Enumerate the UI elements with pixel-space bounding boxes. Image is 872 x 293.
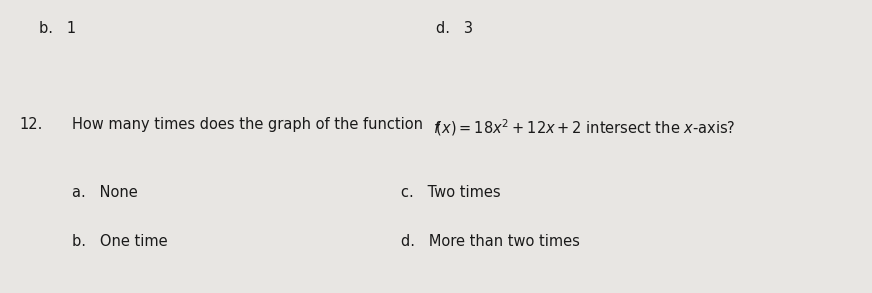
Text: b.   1: b. 1 [39,21,77,35]
Text: b.   One time: b. One time [72,234,167,249]
Text: c.   Two times: c. Two times [401,185,501,200]
Text: $f\!(x) = 18x^2 + 12x + 2$ intersect the $x$-axis?: $f\!(x) = 18x^2 + 12x + 2$ intersect the… [433,117,736,138]
Text: a.   None: a. None [72,185,137,200]
Text: d.   3: d. 3 [436,21,473,35]
Text: How many times does the graph of the function: How many times does the graph of the fun… [72,117,427,132]
Text: d.   More than two times: d. More than two times [401,234,580,249]
Text: 12.: 12. [19,117,43,132]
